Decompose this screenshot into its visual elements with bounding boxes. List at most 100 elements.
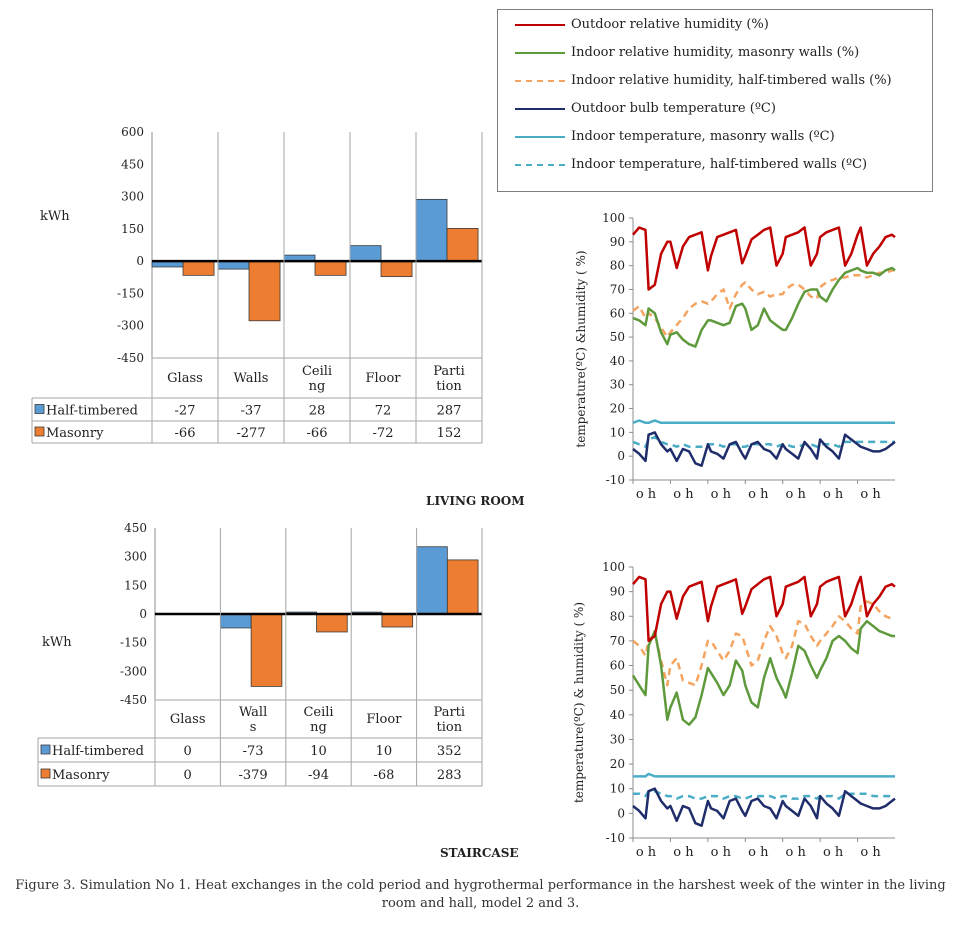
category-label: Glass — [170, 712, 206, 727]
bar-masonry — [446, 559, 479, 615]
y-tick-label: 50 — [610, 330, 625, 344]
table-value: 283 — [437, 768, 462, 783]
series-label: Half-timbered — [52, 744, 144, 759]
y-tick-label: 40 — [610, 354, 625, 368]
legend-item: Indoor relative humidity, masonry walls … — [498, 43, 932, 63]
legend-label: Indoor relative humidity, half-timbered … — [571, 73, 892, 88]
category-label: Wall — [239, 705, 267, 720]
y-tick-label: 70 — [610, 634, 625, 648]
category-label: tion — [436, 379, 462, 394]
table-value: 287 — [437, 404, 462, 419]
category-label: Parti — [434, 705, 466, 720]
caption-line-2: room and hall, model 2 and 3. — [381, 896, 580, 911]
legend-label: Indoor relative humidity, masonry walls … — [571, 45, 860, 60]
table-value: 0 — [184, 768, 192, 783]
living-room-heat-exchange-chart: 600 450 300 150 0 -150 -300 -450 kWh Glass Walls Ce… — [31, 125, 483, 444]
legend-swatch — [40, 768, 51, 779]
bar-half-timbered — [415, 198, 448, 262]
figure-caption: Figure 3. Simulation No 1. Heat exchange… — [0, 877, 961, 913]
legend-swatch — [34, 426, 45, 437]
table-value: -72 — [373, 426, 394, 441]
y-tick-label: -450 — [117, 351, 144, 365]
y-tick-label: 0 — [136, 254, 144, 268]
legend-swatch — [515, 136, 565, 138]
series-label: Masonry — [46, 426, 104, 441]
bar-masonry — [380, 260, 413, 278]
staircase-title: STAIRCASE — [440, 846, 519, 860]
table-value: -277 — [236, 426, 265, 441]
category-label: Glass — [167, 371, 203, 386]
y-tick-label: 60 — [610, 659, 625, 673]
bar-half-timbered — [349, 245, 382, 262]
table-value: 72 — [375, 404, 392, 419]
x-tick-label: o h — [823, 487, 844, 502]
series-line — [632, 575, 896, 643]
table-value: 152 — [437, 426, 462, 441]
category-label: Walls — [234, 371, 269, 386]
caption-line-1: Figure 3. Simulation No 1. Heat exchange… — [15, 878, 946, 893]
category-label: ng — [310, 720, 327, 735]
y-tick-label: -10 — [606, 473, 625, 487]
bar-masonry — [250, 613, 283, 687]
y-tick-label: 80 — [610, 609, 625, 623]
living-room-title: LIVING ROOM — [426, 494, 525, 508]
legend-swatch — [34, 404, 45, 414]
series-line — [632, 431, 896, 467]
y-axis-label: temperature(ºC) &humidity ( %) — [574, 250, 588, 447]
y-tick-label: -150 — [117, 286, 144, 300]
table-value: 10 — [376, 744, 393, 759]
y-tick-label: 100 — [602, 560, 625, 574]
series-line — [632, 787, 896, 827]
bar-masonry — [316, 613, 348, 633]
y-tick-label: 150 — [124, 578, 147, 592]
y-tick-label: 600 — [121, 125, 144, 139]
legend-label: Outdoor bulb temperature (ºC) — [571, 101, 776, 116]
category-label: tion — [437, 720, 463, 735]
table-value: -73 — [243, 744, 264, 759]
x-tick-label: o h — [673, 845, 694, 860]
table-value: -66 — [307, 426, 328, 441]
y-tick-label: 0 — [139, 607, 147, 621]
y-axis-label: temperature(ºC) & humidity ( %) — [572, 602, 586, 803]
table-value: -27 — [175, 404, 196, 419]
x-tick-label: o h — [786, 845, 807, 860]
table-value: -66 — [175, 426, 196, 441]
series-line — [631, 619, 895, 726]
legend-label: Indoor temperature, half-timbered walls … — [571, 157, 868, 172]
y-tick-label: 20 — [610, 402, 625, 416]
category-label: Ceili — [303, 705, 333, 720]
category-label: s — [250, 720, 257, 735]
series-line — [632, 435, 895, 448]
table-value: 0 — [184, 744, 192, 759]
y-tick-label: 0 — [617, 449, 625, 463]
staircase-heat-exchange-chart: 450 300 150 0 -150 -300 -450 kWh Glass Walls Ceili… — [37, 521, 483, 787]
legend-item: Indoor relative humidity, half-timbered … — [498, 71, 932, 91]
table-value: -379 — [238, 768, 267, 783]
y-tick-label: 20 — [610, 757, 625, 771]
y-tick-label: 150 — [121, 222, 144, 236]
x-tick-label: o h — [636, 845, 657, 860]
y-tick-label: 100 — [602, 211, 625, 225]
legend-label: Outdoor relative humidity (%) — [571, 17, 769, 32]
category-label: Parti — [433, 364, 465, 379]
y-tick-label: 40 — [610, 708, 625, 722]
y-tick-label: 30 — [610, 732, 625, 746]
x-tick-label: o h — [673, 487, 694, 502]
y-tick-label: 70 — [610, 282, 625, 296]
y-tick-label: 90 — [610, 585, 625, 599]
bar-half-timbered — [219, 613, 252, 629]
y-tick-label: 80 — [610, 259, 625, 273]
y-tick-label: -150 — [120, 636, 147, 650]
legend-item: Indoor temperature, half-timbered walls … — [498, 155, 932, 175]
x-tick-label: o h — [636, 487, 657, 502]
y-tick-label: -10 — [606, 831, 625, 845]
category-label: Floor — [365, 371, 401, 386]
table-value: 352 — [437, 744, 462, 759]
x-tick-label: o h — [748, 487, 769, 502]
category-label: Ceili — [302, 364, 332, 379]
y-tick-label: 450 — [121, 157, 144, 171]
legend-swatch — [515, 52, 565, 54]
bar-half-timbered — [416, 546, 448, 615]
x-tick-label: o h — [860, 845, 881, 860]
series-label: Half-timbered — [46, 404, 138, 419]
